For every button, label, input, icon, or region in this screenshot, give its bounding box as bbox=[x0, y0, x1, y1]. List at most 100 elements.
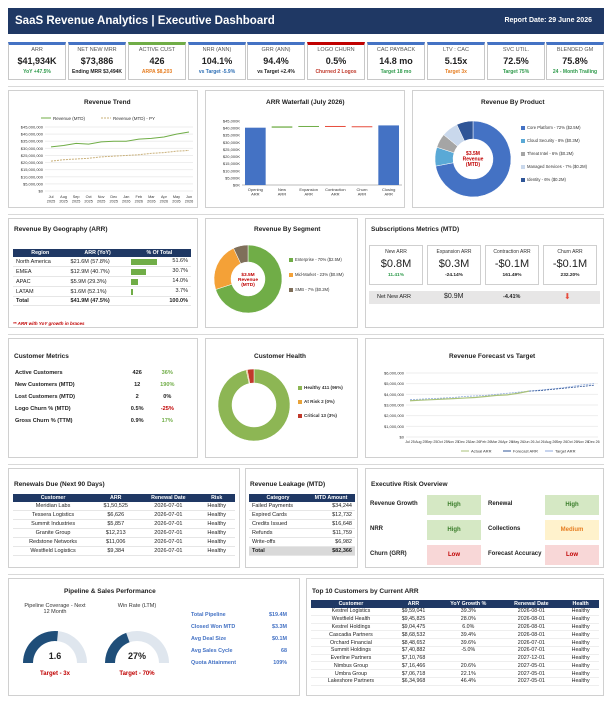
table-row: Lakeshore Partners $6,34,968 46.4% 2027-05-… bbox=[311, 677, 599, 686]
subscriptions-title: Subscriptions Metrics (MTD) bbox=[371, 226, 460, 233]
pipeline-stats: Total Pipeline $19.4M Closed Won MTD $3.3M A… bbox=[189, 609, 289, 669]
series-revenue-line bbox=[50, 131, 190, 148]
renewals-cell: Granite Group bbox=[13, 528, 94, 538]
renewals-cell: Tessera Logistics bbox=[13, 510, 94, 520]
legend-label: Mid-Market - 23% ($0.8M) bbox=[295, 272, 344, 277]
y-tick: $10,000K bbox=[223, 168, 240, 173]
risk-overview-panel: Executive Risk Overview Revenue Growth Hi… bbox=[365, 468, 604, 568]
kpi-card: NRR (ANN) 104.1% vs Target -5.9% bbox=[188, 42, 246, 80]
x-tick: Churn ARR bbox=[357, 187, 368, 197]
kpi-card: LTV : CAC 5.15x Target 3x bbox=[427, 42, 485, 80]
revenue-trend-panel: Revenue Trend Revenue (MTD) Revenue (MTD)… bbox=[8, 90, 198, 208]
pipeline-coverage-gauge: 1.6 bbox=[23, 631, 87, 663]
customer-metrics-panel: Customer Metrics Active Customers 426 36% N… bbox=[8, 338, 198, 458]
top10-cell: Healthy bbox=[562, 608, 599, 616]
pipeline-stat-label: Avg Sales Cycle bbox=[191, 648, 233, 654]
metric-label: Gross Churn % (TTM) bbox=[15, 418, 73, 424]
top10-cell: 39.4% bbox=[436, 630, 501, 640]
top10-cell: Healthy bbox=[562, 677, 599, 686]
legend-label: Actual ARR bbox=[471, 449, 492, 454]
renewals-cell: $12,213 bbox=[93, 528, 139, 538]
risk-status-badge: Low bbox=[427, 545, 481, 565]
gauge-value: 1.6 bbox=[49, 651, 62, 661]
kpi-label: ARR bbox=[31, 47, 43, 53]
kpi-sub: 24 - Month Trailing bbox=[552, 69, 598, 75]
metric-label: New Customers (MTD) bbox=[15, 382, 75, 388]
risk-label: Revenue Growth bbox=[370, 501, 418, 507]
kpi-value: 72.5% bbox=[503, 56, 529, 66]
x-tick: Nov 26 bbox=[577, 440, 588, 444]
metric-label: Active Customers bbox=[15, 370, 63, 376]
x-tick: Jan 2026 bbox=[122, 195, 130, 204]
pipeline-stat-label: Closed Won MTD bbox=[191, 624, 236, 630]
win-rate-gauge: 27% bbox=[105, 631, 169, 663]
series-actual-line bbox=[409, 390, 530, 402]
pipeline-stat-value: 109% bbox=[273, 660, 287, 666]
renewals-col: Renewal Date bbox=[138, 494, 199, 502]
revenue-by-segment-panel: Revenue By Segment $3.5M Revenue (MTD) Ente… bbox=[205, 218, 358, 328]
risk-status-badge: High bbox=[427, 520, 481, 540]
leakage-table: Category MTD Amount Failed Payments $34,24… bbox=[249, 494, 355, 556]
table-row: APAC $5.9M (29.3%) 14.0% bbox=[13, 276, 191, 287]
top10-panel: Top 10 Customers by Current ARR Customer… bbox=[306, 578, 604, 696]
gauge2-target: Target - 70% bbox=[119, 671, 155, 677]
kpi-label: CAC PAYBACK bbox=[376, 47, 416, 53]
metric-change: 17% bbox=[161, 418, 173, 424]
y-tick: $45,000K bbox=[223, 119, 240, 124]
geo-arr: $12.9M (40.7%) bbox=[67, 266, 128, 277]
y-tick: $6,000,000 bbox=[384, 371, 405, 376]
x-tick: May 2026 bbox=[172, 195, 180, 204]
leakage-category: Refunds bbox=[249, 528, 308, 538]
leakage-col: MTD Amount bbox=[307, 494, 355, 502]
top10-cell: Healthy bbox=[562, 669, 599, 679]
y-tick: $5,000,000 bbox=[384, 381, 405, 386]
x-tick: Closing ARR bbox=[382, 187, 395, 197]
risk-status-badge: High bbox=[545, 495, 599, 515]
risk-label: Collections bbox=[488, 526, 521, 532]
legend-swatch bbox=[521, 139, 525, 143]
geo-col-region: Region bbox=[13, 249, 68, 257]
metric-value: 426 bbox=[132, 370, 142, 376]
top10-cell: Healthy bbox=[562, 623, 599, 632]
top10-col: YoY Growth % bbox=[436, 600, 501, 608]
legend-label: Forecast ARR bbox=[513, 449, 538, 454]
geo-pct: 51.6% bbox=[172, 258, 188, 264]
renewals-cell: Meridian Labs bbox=[13, 502, 94, 511]
legend-swatch bbox=[521, 152, 525, 156]
customer-health-chart: Healthy 411 (96%) At Risk 2 (0%) Critical … bbox=[217, 368, 343, 442]
x-tick: Expansion ARR bbox=[299, 187, 318, 197]
renewals-cell: 2026-07-01 bbox=[138, 537, 199, 547]
sub-change: 161.49% bbox=[502, 273, 522, 278]
divider bbox=[8, 574, 604, 575]
leakage-amount: $11,759 bbox=[307, 528, 355, 538]
table-row: Kestrel Holdings $9,04,475 6.0% 2026-08-01 H… bbox=[311, 623, 599, 632]
geo-pct-cell: 30.7% bbox=[127, 266, 191, 277]
top10-cell: Umbra Group bbox=[311, 669, 391, 679]
risk-label: Forecast Accuracy bbox=[488, 551, 542, 557]
y-tick: $20,000K bbox=[223, 154, 240, 159]
sub-change: 11.41% bbox=[387, 273, 404, 278]
pipeline-panel: Pipeline & Sales Performance Pipeline Co… bbox=[8, 578, 300, 696]
y-tick: $10,000,000 bbox=[21, 174, 44, 179]
table-row: Kestrel Logistics $9,59,041 39.3% 2026-08-0… bbox=[311, 608, 599, 616]
table-row: Umbra Group $7,06,718 22.1% 2027-05-01 Healt… bbox=[311, 669, 599, 679]
dashboard-header: SaaS Revenue Analytics | Executive Dashb… bbox=[8, 8, 604, 34]
risk-status-badge: High bbox=[427, 495, 481, 515]
legend-swatch bbox=[521, 126, 525, 130]
table-row: Failed Payments $34,244 bbox=[249, 502, 355, 511]
x-tick: Aug 2025 bbox=[59, 195, 67, 204]
geo-pct: 30.7% bbox=[172, 268, 188, 274]
y-tick: $45,000,000 bbox=[21, 125, 44, 130]
kpi-sub: YoY +47.5% bbox=[23, 69, 51, 75]
kpi-value: 5.15x bbox=[444, 56, 468, 66]
leakage-amount: $12,732 bbox=[307, 510, 355, 520]
legend-label: Revenue (MTD) bbox=[53, 116, 86, 121]
geo-region: APAC bbox=[13, 276, 68, 287]
top10-table: Customer ARR YoY Growth % Renewal Date Healt… bbox=[311, 600, 599, 686]
geo-pct-cell: 51.6% bbox=[127, 257, 191, 267]
geo-region: LATAM bbox=[13, 286, 68, 297]
top10-cell: Nimbus Group bbox=[311, 661, 391, 671]
table-row: Nimbus Group $7,16,466 20.6% 2027-05-01 Heal… bbox=[311, 661, 599, 671]
renewals-cell: Healthy bbox=[198, 537, 235, 547]
legend-label: Critical 13 (3%) bbox=[304, 413, 337, 418]
